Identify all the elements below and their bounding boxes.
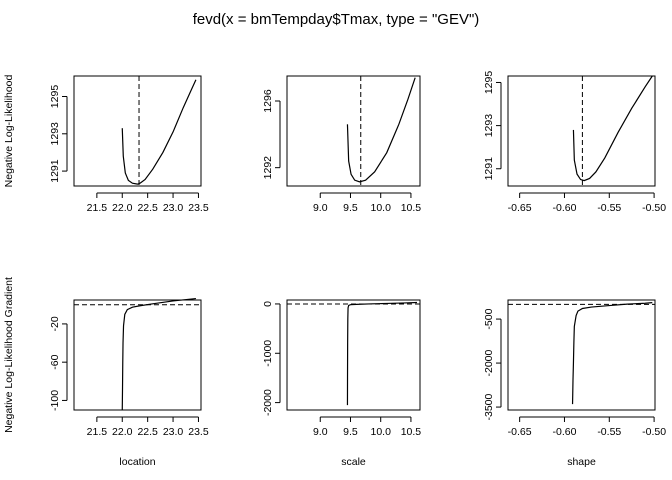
y-tick-label: 1295 (49, 85, 61, 109)
x-tick-label: -0.50 (642, 202, 666, 214)
plot-frame (507, 299, 656, 411)
x-tick-label: -0.65 (508, 202, 532, 214)
series-line (346, 77, 416, 183)
y-tick-label: -2000 (483, 349, 495, 376)
panel-nll-shape: -0.65 -0.60 -0.55 -0.50 1291 1293 1295 (483, 71, 666, 214)
x-tick-label: -0.65 (508, 426, 532, 438)
y-axis-label: Negative Log-Likelihood (3, 75, 15, 188)
series-line (346, 301, 418, 406)
y-tick-label: -3500 (483, 393, 495, 420)
y-tick-label: 1292 (262, 156, 274, 180)
y-tick-label: -500 (483, 308, 495, 329)
x-tick-label: -0.55 (597, 426, 621, 438)
series-line (121, 79, 197, 185)
x-tick-label: 23.0 (163, 202, 184, 214)
panel-grad-scale: 9.0 9.5 10.0 10.5 -2000 -1000 0 scale (262, 299, 422, 468)
x-tick-label: 9.5 (343, 426, 358, 438)
y-tick-label: -2000 (262, 389, 274, 416)
series-line (572, 75, 653, 182)
x-tick-label: 10.5 (401, 426, 422, 438)
x-tick-label: -0.60 (553, 426, 577, 438)
panel-grad-shape: -0.65 -0.60 -0.55 -0.50 -3500 -2000 -500 shape (483, 299, 666, 468)
x-tick-label: 22.0 (112, 202, 133, 214)
plot-frame (73, 75, 202, 187)
x-tick-label: 10.0 (370, 426, 391, 438)
y-tick-label: -20 (49, 316, 61, 331)
panel-nll-location: 21.5 22.0 22.5 23.0 23.5 1291 1293 1295 Negative… (3, 75, 209, 214)
y-tick-label: 1293 (49, 122, 61, 146)
x-tick-label: -0.55 (597, 202, 621, 214)
y-tick-label: 1295 (483, 71, 495, 95)
x-tick-label: -0.50 (642, 426, 666, 438)
x-axis-label: shape (567, 456, 596, 468)
x-tick-label: 9.0 (313, 202, 328, 214)
y-tick-label: 1296 (262, 89, 274, 113)
y-tick-label: 1293 (483, 114, 495, 138)
x-tick-label: 10.0 (370, 202, 391, 214)
x-tick-label: 9.0 (313, 426, 328, 438)
y-axis-label: Negative Log-Likelihood Gradient (3, 277, 15, 433)
x-tick-label: -0.60 (553, 202, 577, 214)
x-tick-label: 23.0 (163, 426, 184, 438)
y-tick-label: -100 (49, 390, 61, 411)
y-tick-label: -1000 (262, 340, 274, 367)
y-tick-label: 1291 (483, 157, 495, 181)
x-tick-label: 21.5 (87, 426, 108, 438)
x-tick-label: 9.5 (343, 202, 358, 214)
x-tick-label: 23.5 (188, 202, 209, 214)
x-tick-label: 23.5 (188, 426, 209, 438)
plot-frame (507, 75, 656, 187)
x-tick-label: 10.5 (401, 202, 422, 214)
panel-grad-location: 21.5 22.0 22.5 23.0 23.5 -100 -60 -20 location Ne… (3, 277, 209, 468)
plot-frame (73, 299, 202, 411)
y-tick-label: 0 (262, 301, 274, 307)
x-axis-label: scale (341, 456, 366, 468)
panel-nll-scale: 9.0 9.5 10.0 10.5 1292 1296 (262, 75, 422, 214)
y-tick-label: -60 (49, 354, 61, 369)
series-line (121, 297, 196, 411)
x-tick-label: 22.5 (137, 202, 158, 214)
x-tick-label: 21.5 (87, 202, 108, 214)
y-tick-label: 1291 (49, 159, 61, 183)
plot-frame (286, 75, 421, 187)
figure-title: fevd(x = bmTempday$Tmax, type = "GEV") (193, 11, 480, 28)
x-tick-label: 22.5 (137, 426, 158, 438)
plot-frame (286, 299, 421, 411)
x-tick-label: 22.0 (112, 426, 133, 438)
x-axis-label: location (119, 456, 155, 468)
series-line (571, 302, 653, 405)
